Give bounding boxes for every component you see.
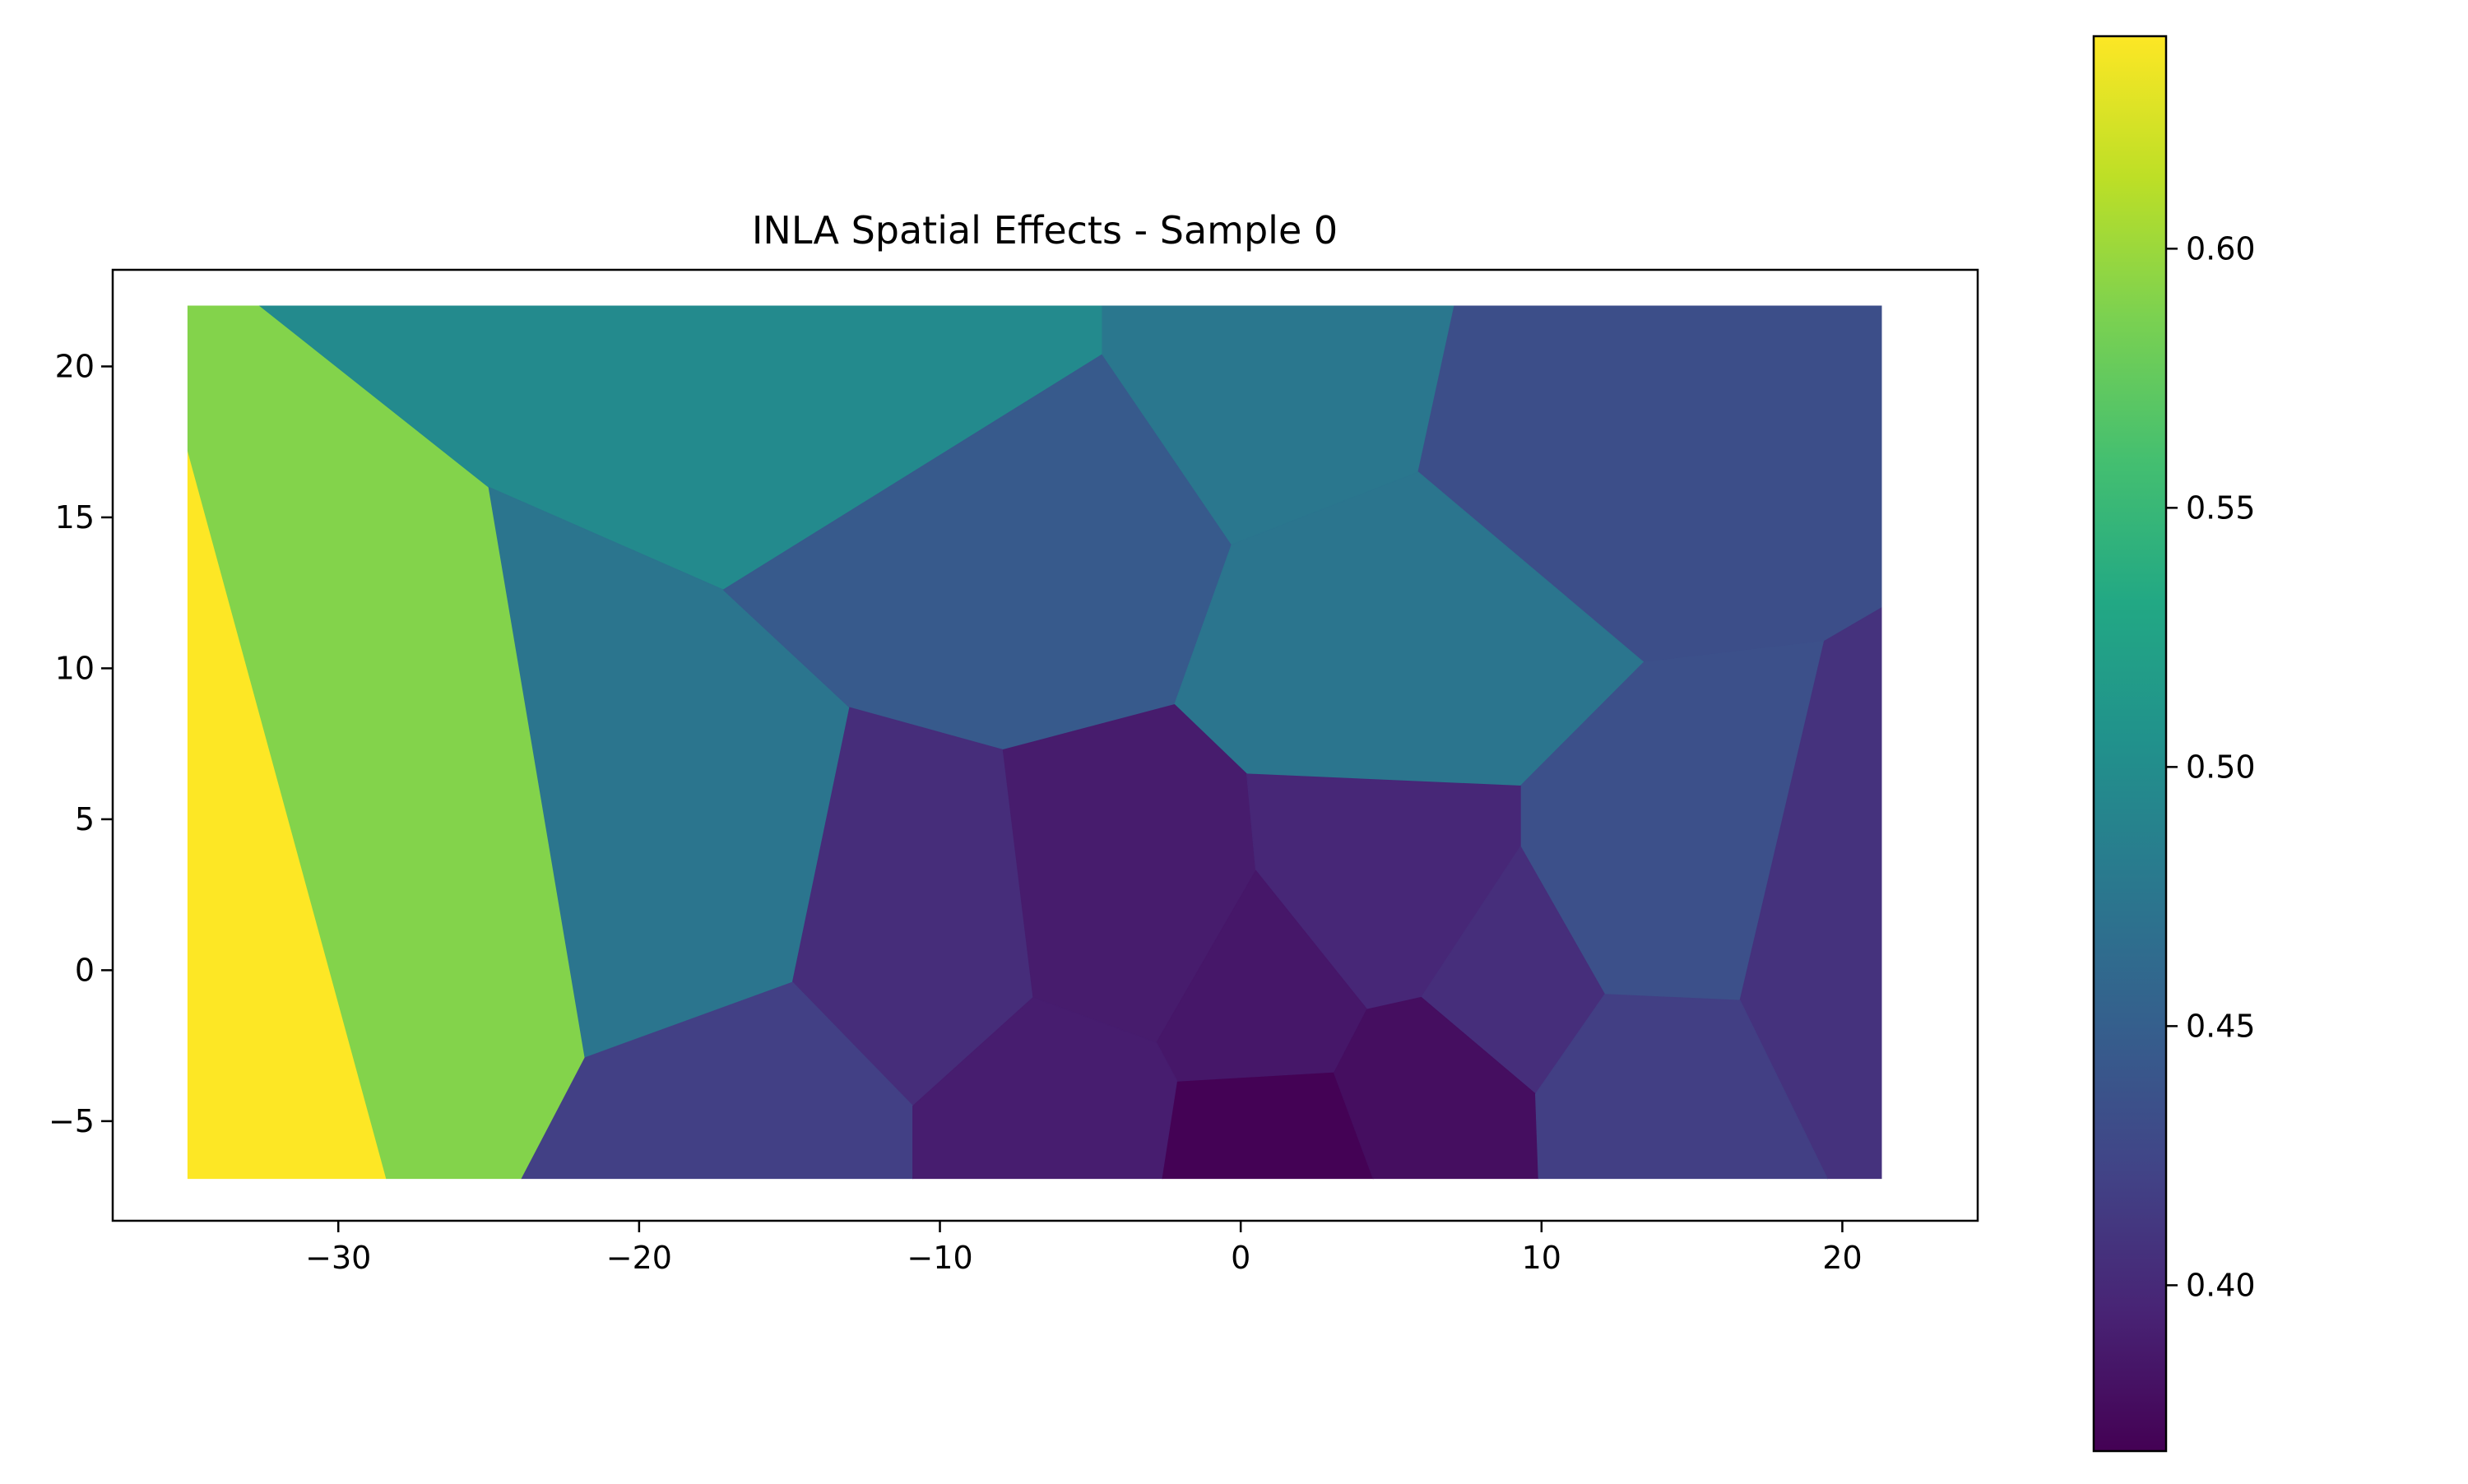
y-tick-label: 0 [75, 952, 95, 988]
colorbar [2092, 35, 2168, 1453]
x-tick-label: 20 [1822, 1240, 1862, 1276]
plot-frame [111, 268, 1979, 1222]
x-tick-label: −20 [606, 1240, 672, 1276]
voronoi-cell [1534, 994, 1829, 1180]
y-axis: −5 0 5 10 15 20 [49, 348, 113, 1139]
y-tick-label: 5 [75, 801, 95, 837]
x-tick-label: 0 [1231, 1240, 1250, 1276]
colorbar-tick-label: 0.45 [2186, 1008, 2256, 1044]
y-tick-label: 20 [55, 348, 95, 384]
colorbar-axis: 0.40 0.45 0.50 0.55 0.60 [2166, 230, 2256, 1303]
colorbar-tick-label: 0.50 [2186, 749, 2256, 785]
y-tick-label: 10 [55, 650, 95, 686]
y-tick-label: −5 [49, 1103, 95, 1139]
x-tick-label: 10 [1522, 1240, 1561, 1276]
voronoi-cells [187, 305, 1882, 1180]
chart-title: INLA Spatial Effects - Sample 0 [752, 208, 1338, 253]
x-tick-label: −10 [907, 1240, 972, 1276]
x-tick-label: −30 [305, 1240, 371, 1276]
y-tick-label: 15 [55, 499, 95, 536]
colorbar-tick-label: 0.60 [2186, 230, 2256, 267]
colorbar-tick-label: 0.40 [2186, 1267, 2256, 1303]
colorbar-tick-label: 0.55 [2186, 489, 2256, 526]
x-axis: −30 −20 −10 0 10 20 [305, 1221, 1863, 1276]
